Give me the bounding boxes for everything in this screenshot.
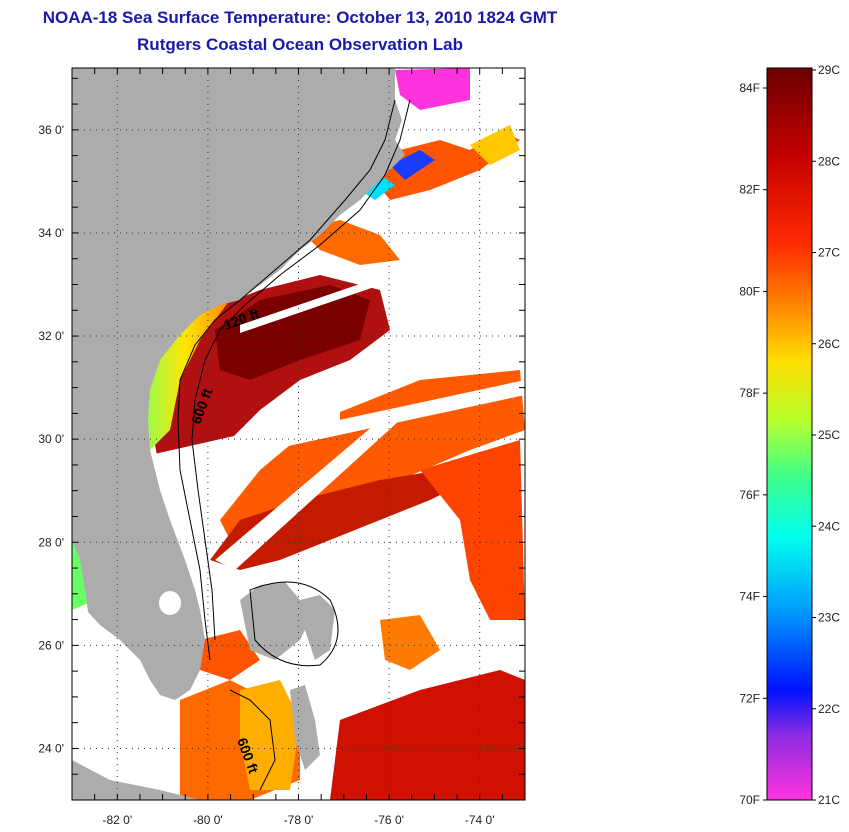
x-tick-label: -74 0' — [465, 813, 495, 827]
colorbar-c-label: 24C — [818, 519, 840, 533]
contour-600ft — [191, 99, 411, 641]
colorbar-f-label: 70F — [739, 793, 760, 807]
lake-okeechobee — [159, 591, 181, 615]
colorbar-c-label: 22C — [818, 702, 840, 716]
colorbar-c-label: 26C — [818, 337, 840, 351]
cloud-swath — [150, 412, 340, 472]
colorbar-f-label: 84F — [739, 81, 760, 95]
x-tick-label: -78 0' — [284, 813, 314, 827]
graticule — [72, 68, 525, 800]
colorbar-f-label: 78F — [739, 386, 760, 400]
y-tick-label: 36 0' — [38, 123, 64, 137]
cloud-swath — [200, 380, 525, 465]
cloud-swath — [240, 260, 430, 333]
colorbar-c-label: 28C — [818, 154, 840, 168]
x-tick-label: -82 0' — [102, 813, 132, 827]
cuba-coast — [72, 760, 200, 800]
map-subtitle: Rutgers Coastal Ocean Observation Lab — [137, 35, 463, 54]
y-tick-label: 26 0' — [38, 638, 64, 652]
bahamas-bank — [240, 582, 310, 660]
map-title: NOAA-18 Sea Surface Temperature: October… — [42, 8, 558, 27]
colorbar-f-label: 80F — [739, 284, 760, 298]
colorbar-gradient — [766, 67, 813, 801]
y-axis: 36 0' 34 0' 32 0' 30 0' 28 0' 26 0' 24 0' — [38, 77, 525, 801]
x-tick-label: -80 0' — [193, 813, 223, 827]
colorbar-c-label: 27C — [818, 246, 840, 260]
contour-600ft-south — [229, 689, 276, 791]
colorbar-f-label: 76F — [739, 488, 760, 502]
colorbar-c-label: 23C — [818, 611, 840, 625]
colorbar-celsius-scale: 29C 28C 27C 26C 25C 24C 23C 22C 21C — [812, 63, 840, 807]
y-tick-label: 32 0' — [38, 329, 64, 343]
sst-data-layer — [72, 68, 525, 800]
y-tick-label: 30 0' — [38, 432, 64, 446]
bahamas-island — [300, 595, 335, 660]
colorbar-c-label: 21C — [818, 793, 840, 807]
colorbar-c-label: 25C — [818, 428, 840, 442]
colorbar: 84F 82F 80F 78F 76F 74F 72F 70F 29C 28C 27C 26C 25C… — [739, 63, 840, 807]
colorbar-f-label: 82F — [739, 183, 760, 197]
y-tick-label: 24 0' — [38, 741, 64, 755]
colorbar-f-label: 74F — [739, 590, 760, 604]
cloud-swath — [215, 420, 400, 570]
map-area: 120 ft 600 ft 600 ft — [72, 68, 525, 800]
colorbar-f-label: 72F — [739, 691, 760, 705]
contour-bahamas — [249, 581, 339, 667]
x-axis: -82 0' -80 0' -78 0' -76 0' -74 0' — [71, 68, 526, 827]
x-tick-label: -76 0' — [374, 813, 404, 827]
y-tick-label: 34 0' — [38, 226, 64, 240]
contour-120ft — [177, 99, 396, 661]
colorbar-fahrenheit-scale: 84F 82F 80F 78F 76F 74F 72F 70F — [739, 81, 767, 807]
y-tick-label: 28 0' — [38, 535, 64, 549]
colorbar-c-label: 29C — [818, 63, 840, 77]
